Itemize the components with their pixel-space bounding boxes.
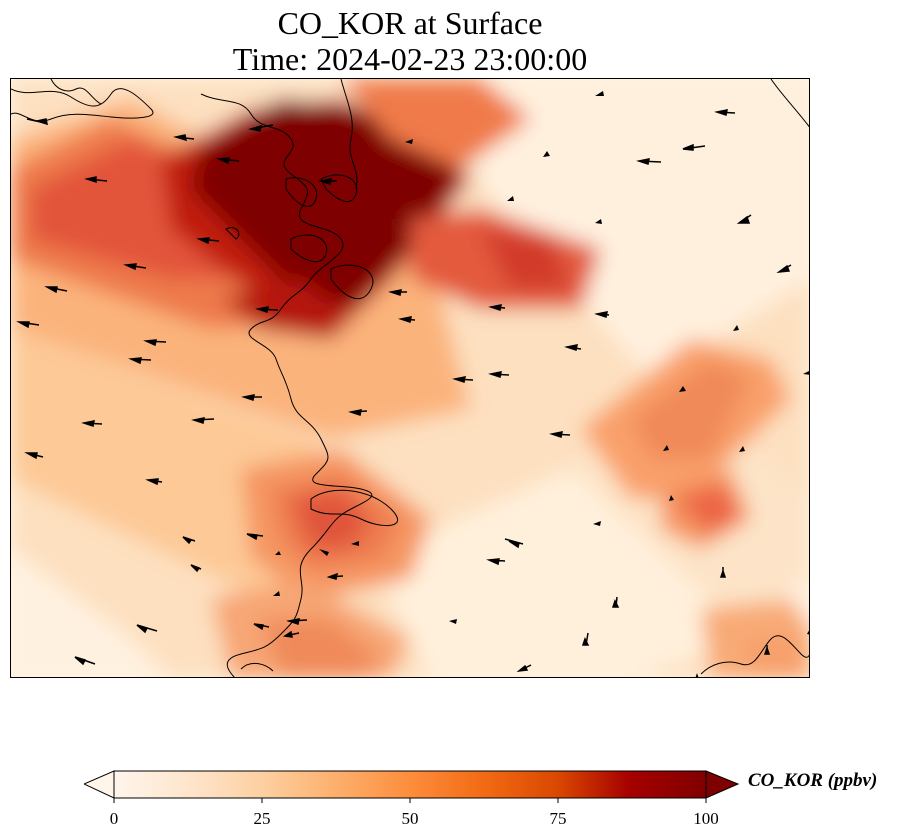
wind-vectors bbox=[16, 91, 809, 677]
concentration-map bbox=[10, 78, 810, 678]
colorbar-tick-label: 75 bbox=[549, 809, 567, 828]
colorbar-min-extend bbox=[84, 770, 115, 799]
coastlines bbox=[11, 79, 809, 677]
map-title: CO_KOR at Surface bbox=[277, 5, 543, 41]
colorbar-tick-label: 25 bbox=[253, 809, 271, 828]
colorbar-gradient bbox=[113, 770, 707, 799]
map-canvas bbox=[11, 79, 809, 677]
colorbar-tick-label: 50 bbox=[401, 809, 419, 828]
map-timestamp: Time: 2024-02-23 23:00:00 bbox=[232, 41, 588, 77]
colorbar-max-extend bbox=[705, 770, 740, 799]
colorbar bbox=[84, 770, 740, 803]
concentration-field bbox=[11, 79, 809, 677]
colorbar-label: CO_KOR (ppbv) bbox=[748, 770, 878, 791]
colorbar-tick-label: 100 bbox=[693, 809, 719, 828]
colorbar-tick-label: 0 bbox=[109, 809, 119, 828]
